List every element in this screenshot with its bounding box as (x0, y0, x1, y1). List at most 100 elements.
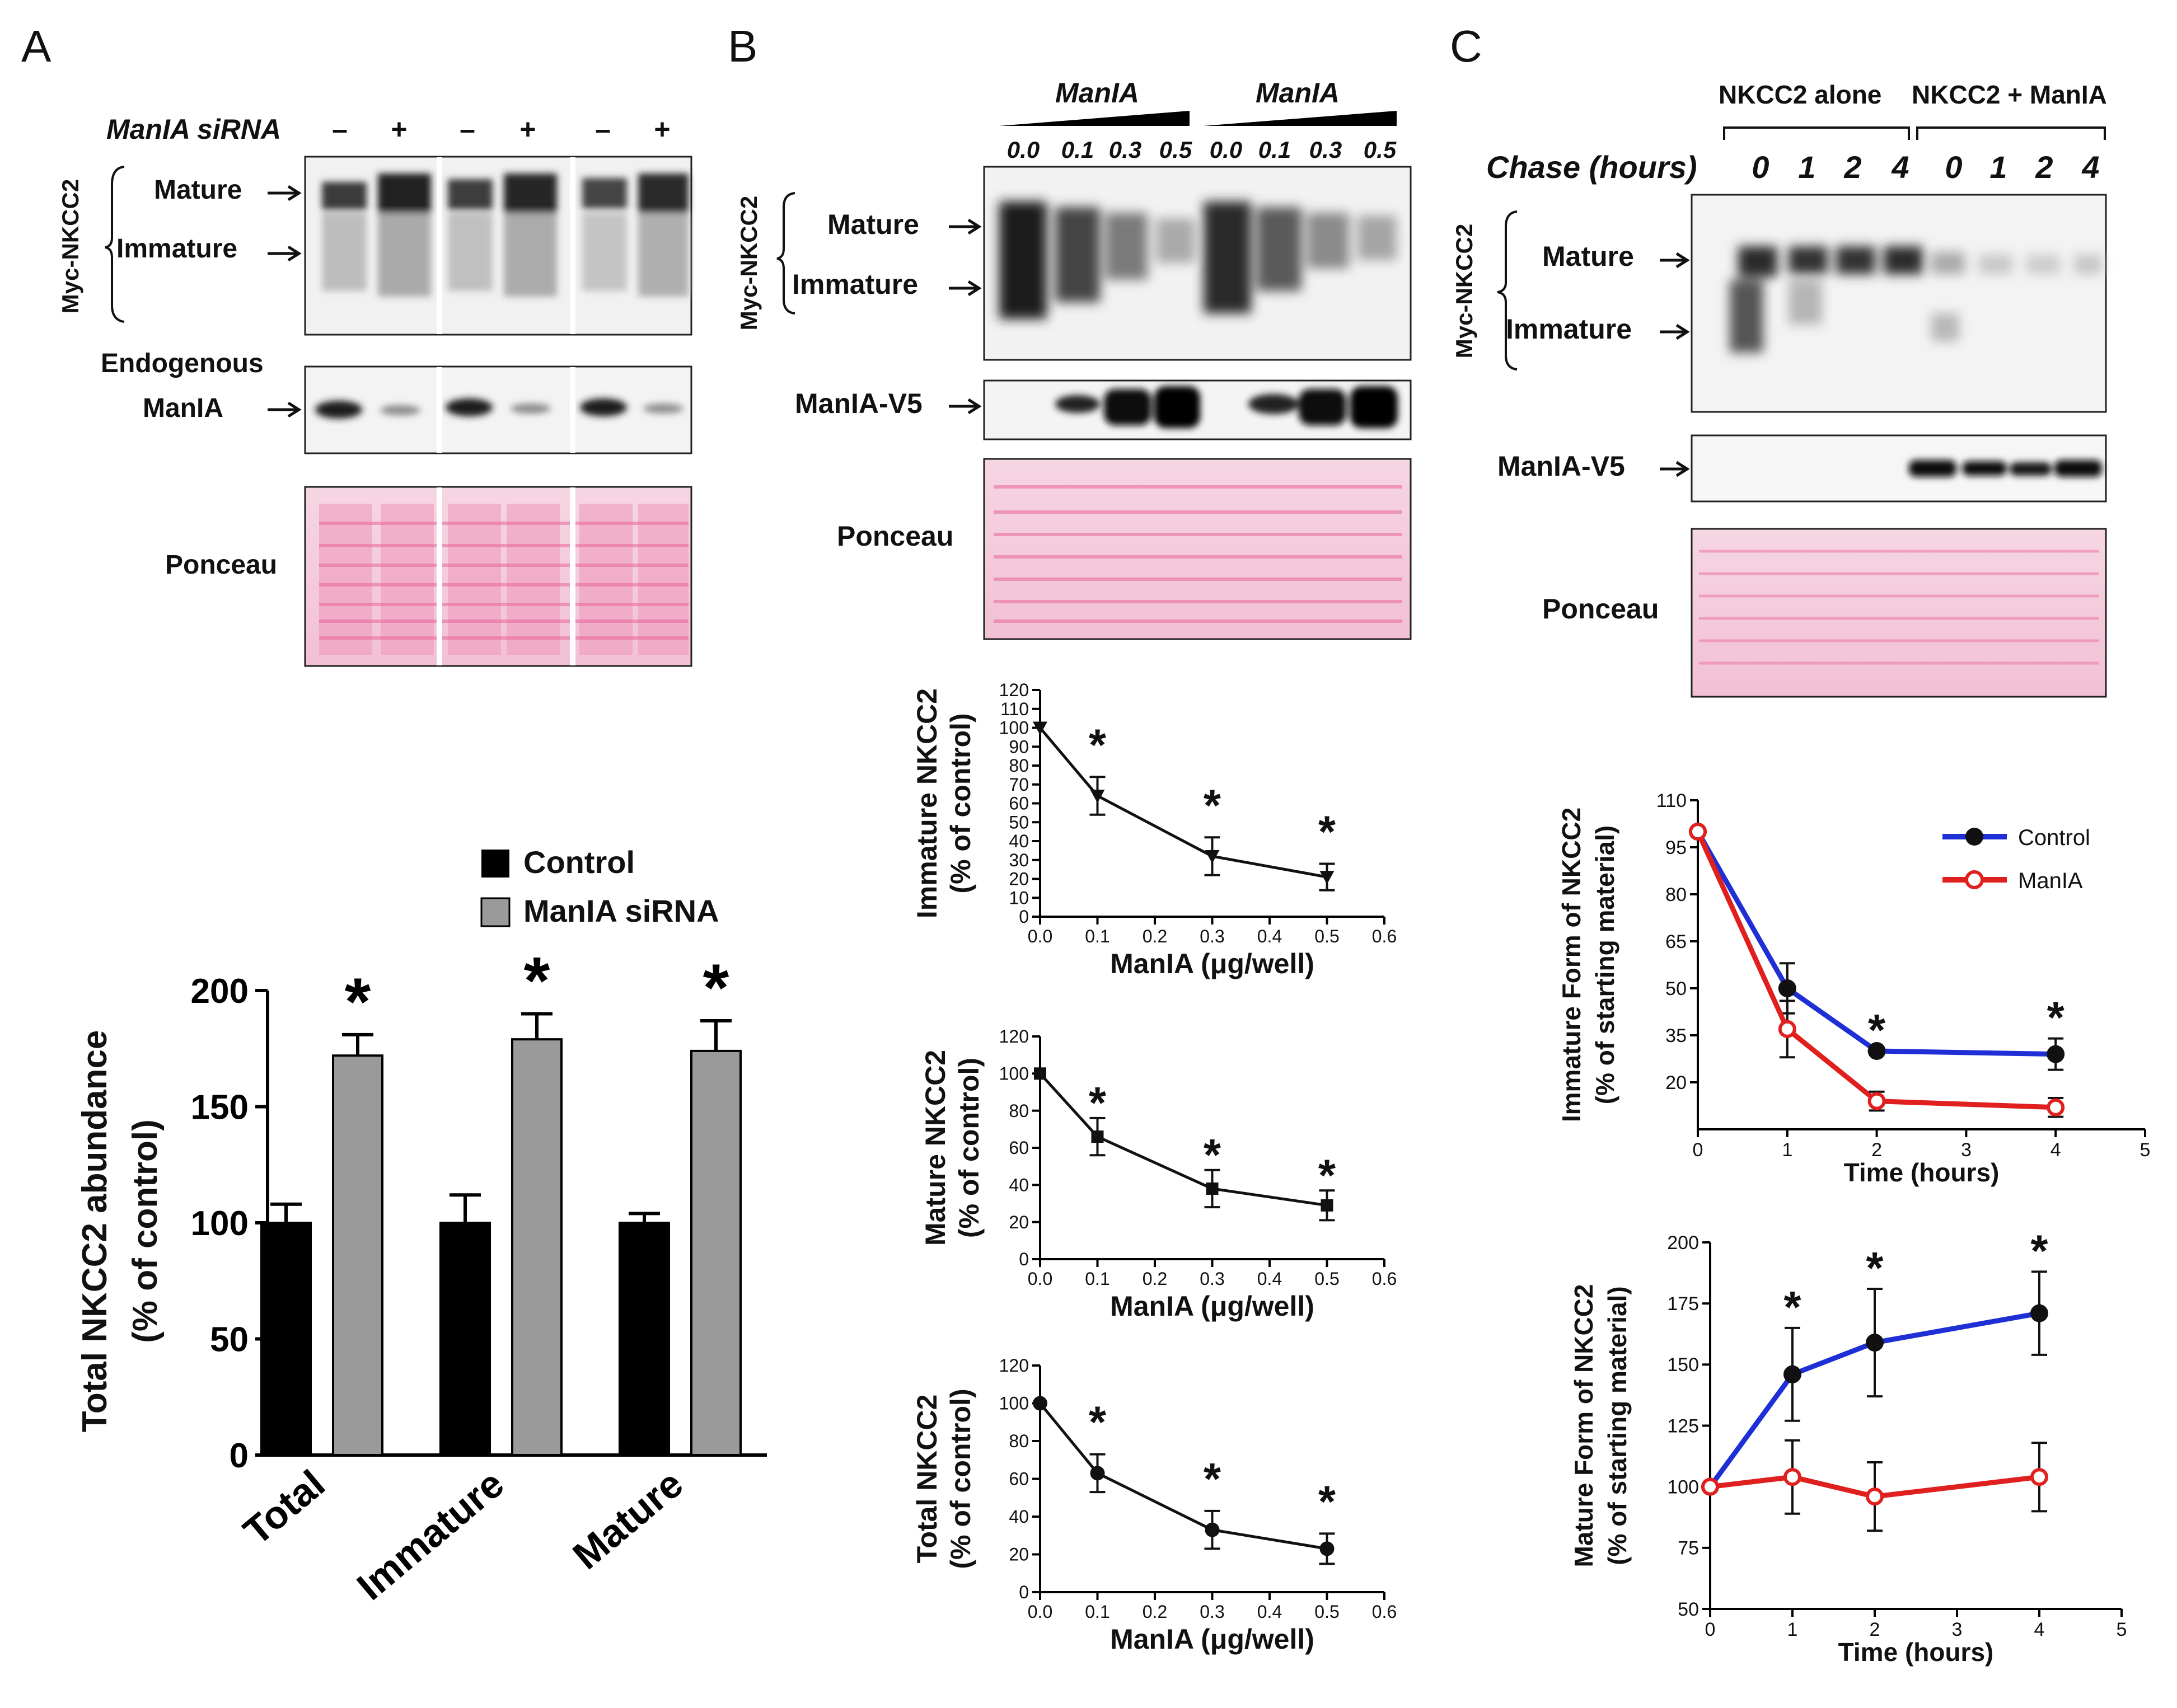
dose-label: 0.3 (1109, 137, 1141, 163)
x-tick-label: 4 (2034, 1619, 2045, 1640)
chart-b-total: 0 20 40 60 80 100 120 0.0 0.1 0.2 0.3 0.4 0.5 0.6 ManI… (911, 1355, 1397, 1655)
x-tick-label: 3 (1961, 1139, 1972, 1161)
data-point (1205, 1522, 1220, 1537)
significance-star: * (1089, 720, 1107, 769)
y-tick-label: 60 (1009, 1469, 1029, 1489)
x-category-label: Mature (565, 1462, 691, 1578)
manla-v5-label-b: ManIA-V5 (795, 388, 923, 419)
y-axis-label-sub: (% of control) (953, 1058, 985, 1238)
panel-label-a: A (21, 21, 52, 71)
lane-sign: + (391, 114, 407, 145)
y-tick-label: 60 (1009, 794, 1029, 814)
x-axis-label: ManIA (μg/well) (1110, 1623, 1314, 1655)
data-point (1090, 790, 1105, 803)
significance-star: * (1204, 1454, 1221, 1504)
x-tick-label: 0.2 (1143, 926, 1167, 946)
significance-star: * (1089, 1397, 1107, 1447)
data-point (1866, 1488, 1884, 1506)
y-tick-label: 125 (1667, 1415, 1699, 1437)
arrow-icon (268, 401, 302, 418)
lane-sign: – (460, 114, 475, 145)
bracket (1916, 126, 2106, 140)
data-point (2030, 1304, 2048, 1322)
x-tick-label: 0.6 (1372, 1602, 1397, 1622)
significance-star: * (2047, 993, 2065, 1043)
data-point (1091, 1130, 1104, 1143)
y-tick-label: 75 (1678, 1538, 1699, 1559)
y-tick-label: 110 (1656, 790, 1687, 811)
blot-a-ponceau (304, 486, 692, 667)
legend-label-control: Control (2018, 825, 2090, 850)
blot-c-ponceau (1691, 528, 2107, 698)
immature-label-b: Immature (792, 269, 918, 300)
ponceau-label-b: Ponceau (837, 520, 953, 552)
y-axis-label: Immature NKCC2 (911, 688, 943, 918)
x-tick-label: 4 (2050, 1139, 2061, 1161)
y-tick-label: 150 (1667, 1354, 1699, 1376)
x-tick-label: 0.3 (1200, 926, 1224, 946)
legend: Control ManIA siRNA (480, 844, 719, 928)
group1-label: NKCC2 alone (1719, 80, 1881, 109)
y-tick-label: 80 (1009, 1101, 1029, 1121)
data-point (1033, 1396, 1047, 1411)
myc-nkcc2-label-a: Myc-NKCC2 (57, 179, 83, 313)
arrow-icon (1660, 461, 1690, 477)
data-point (1319, 871, 1335, 885)
x-tick-label: 0 (1693, 1139, 1703, 1161)
dose-wedge (1204, 111, 1397, 126)
blot-b-manla-v5 (983, 379, 1412, 440)
x-tick-label: 0.3 (1200, 1269, 1224, 1289)
x-tick-label: 0.3 (1200, 1602, 1224, 1622)
y-tick-label: 40 (1009, 1507, 1029, 1527)
legend-marker-control (1965, 828, 1983, 846)
y-tick-label: 100 (999, 1393, 1029, 1414)
y-tick-label: 200 (191, 972, 249, 1011)
y-axis-label: Mature Form of NKCC2 (1569, 1284, 1598, 1567)
data-point (1783, 1468, 1801, 1486)
data-point (1867, 1042, 1886, 1060)
manla-v5-label-c: ManIA-V5 (1497, 451, 1625, 482)
x-tick-label: 0.2 (1143, 1602, 1167, 1622)
data-point (1321, 1199, 1333, 1212)
blot-a-endogenous (304, 365, 692, 454)
dose-wedge (999, 111, 1190, 126)
y-tick-label: 200 (1667, 1232, 1699, 1254)
significance-star: * (1204, 1130, 1221, 1180)
mature-label-c: Mature (1542, 241, 1634, 272)
dose-label: 0.0 (1007, 137, 1040, 163)
chase-label: Chase (hours) (1486, 149, 1697, 185)
chart-c-immature: Control ManIA 20 35 50 65 80 95 110 0 1 2 3 4 5 Time … (1557, 790, 2150, 1187)
x-tick-label: 5 (2117, 1619, 2127, 1640)
chase-time: 4 (1891, 149, 1909, 185)
x-tick-label: 0.0 (1028, 1602, 1052, 1622)
data-point (1866, 1334, 1884, 1352)
chase-time: 4 (2081, 149, 2099, 185)
y-tick-label: 50 (1678, 1599, 1699, 1620)
arrow-icon (1660, 252, 1690, 269)
significance-star: * (1783, 1282, 1801, 1332)
y-tick-label: 30 (1009, 850, 1029, 870)
y-tick-label: 20 (1665, 1072, 1687, 1094)
panel-label-b: B (728, 21, 757, 71)
y-tick-label: 20 (1009, 869, 1029, 889)
bracket (1723, 126, 1910, 140)
arrow-icon (949, 280, 982, 297)
bar (690, 1049, 742, 1456)
x-category-label: Immature (349, 1462, 512, 1608)
x-tick-label: 0.5 (1314, 1269, 1339, 1289)
bracket (105, 166, 125, 323)
y-tick-label: 100 (1667, 1477, 1699, 1498)
chase-time: 0 (1752, 149, 1769, 185)
legend-swatch-control (481, 850, 509, 878)
blot-c-nkcc2 (1691, 194, 2107, 413)
arrow-icon (1660, 323, 1690, 340)
mature-label-a: Mature (154, 175, 242, 205)
lane-sign: + (519, 114, 536, 145)
y-axis-label: Immature Form of NKCC2 (1557, 808, 1586, 1122)
y-tick-label: 80 (1665, 884, 1687, 905)
significance-star: * (1318, 807, 1336, 857)
data-point (1778, 1020, 1796, 1038)
dose-label: 0.3 (1309, 137, 1342, 163)
panel-label-c: C (1450, 21, 1482, 71)
data-point (1034, 1067, 1046, 1080)
